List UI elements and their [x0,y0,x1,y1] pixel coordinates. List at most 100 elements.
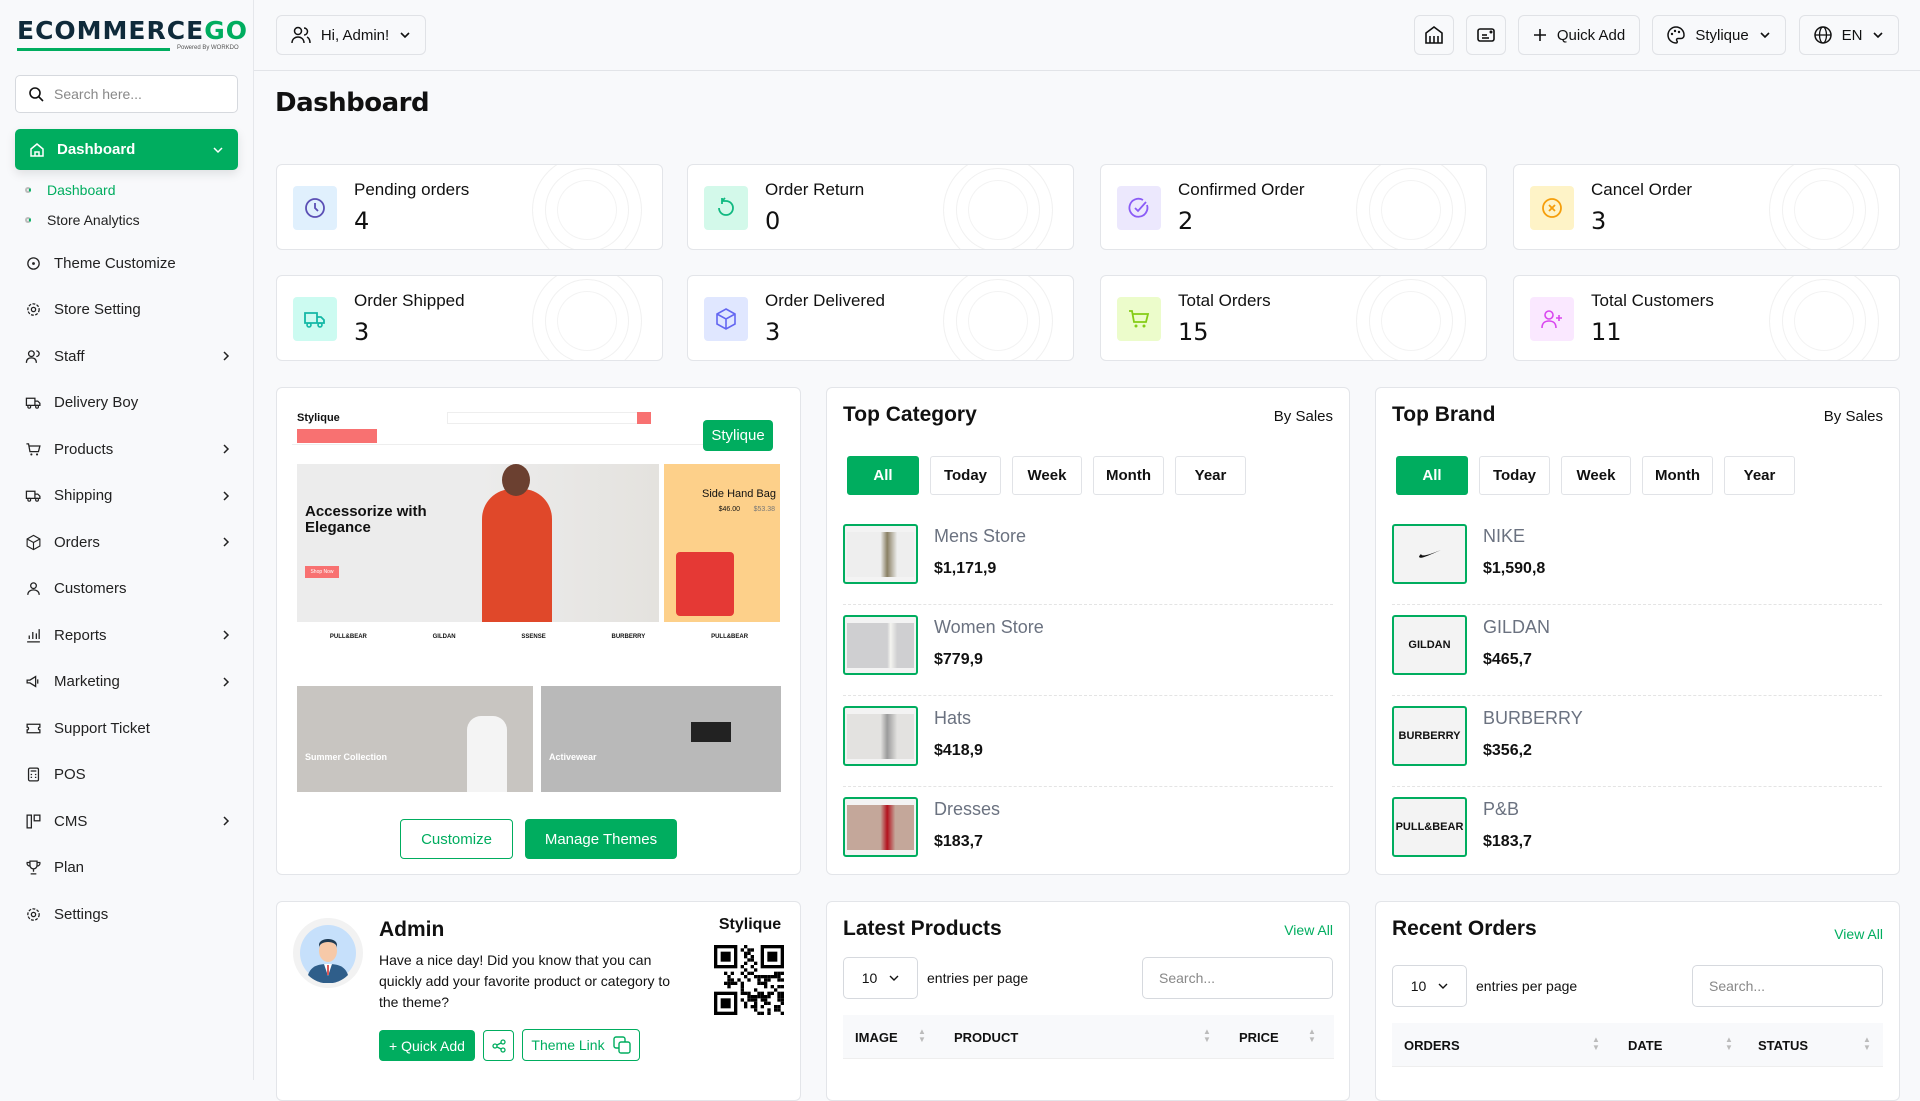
stat-card-pending-orders[interactable]: Pending orders 4 [276,164,663,250]
filter-all[interactable]: All [1396,456,1468,495]
logo[interactable]: ECOMMERCEGO Powered By WORKDO [17,16,247,56]
list-item[interactable]: BURBERRY BURBERRY $356,2 [1392,696,1882,787]
stat-card-order-delivered[interactable]: Order Delivered 3 [687,275,1074,361]
stat-card-order-shipped[interactable]: Order Shipped 3 [276,275,663,361]
sidebar-subitem-dashboard[interactable]: Dashboard [25,182,116,198]
filter-all[interactable]: All [847,456,919,495]
list-item[interactable]: NIKE $1,590,8 [1392,514,1882,605]
quick-add-button[interactable]: Quick Add [1518,15,1640,55]
list-item[interactable]: Hats $418,9 [843,696,1333,787]
sort-icon[interactable]: ▲ ▼ [1863,1035,1871,1052]
column-header[interactable]: STATUS [1758,1038,1809,1053]
sort-icon[interactable]: ▲ ▼ [1592,1035,1600,1052]
item-name: P&B [1483,799,1520,819]
category-image [847,531,914,577]
column-header[interactable]: IMAGE [855,1030,898,1045]
theme-preview-image[interactable]: Stylique Accessorize with Elegance Shop … [292,402,781,792]
stat-label: Order Return [765,180,865,199]
search-icon [29,87,44,102]
language-selector[interactable]: EN [1799,15,1899,55]
sidebar-item-settings[interactable]: Settings [25,899,230,929]
view-all-link[interactable]: View All [1834,926,1883,942]
theme-selector[interactable]: Stylique [1652,15,1786,55]
chevron-down-icon [889,975,899,981]
filter-month[interactable]: Month [1642,456,1713,495]
sort-icon[interactable]: ▲ ▼ [1725,1035,1733,1052]
stat-card-order-return[interactable]: Order Return 0 [687,164,1074,250]
filter-week[interactable]: Week [1561,456,1631,495]
filter-week[interactable]: Week [1012,456,1082,495]
sidebar-item-marketing[interactable]: Marketing [25,667,230,697]
stat-card-cancel-order[interactable]: Cancel Order 3 [1513,164,1900,250]
sidebar-item-label: Staff [54,347,85,365]
quick-add-button[interactable]: + Quick Add [379,1030,475,1061]
sidebar-item-shipping[interactable]: Shipping [25,481,230,511]
sidebar-item-orders[interactable]: Orders [25,527,230,557]
sidebar-item-cms[interactable]: CMS [25,806,230,836]
manage-themes-button[interactable]: Manage Themes [525,819,677,859]
filter-today[interactable]: Today [930,456,1001,495]
table-search-input[interactable]: Search... [1142,957,1333,999]
list-item[interactable]: Dresses $183,7 [843,787,1333,874]
entries-select[interactable]: 10 [1392,965,1467,1007]
sidebar-item-customers[interactable]: Customers [25,574,230,604]
sidebar-item-pos[interactable]: POS [25,760,230,790]
panel-title: Latest Products [843,917,1002,940]
sidebar-item-plan[interactable]: Plan [25,853,230,883]
sort-label: By Sales [1823,408,1883,425]
sidebar-item-products[interactable]: Products [25,434,230,464]
sort-icon[interactable]: ▲ ▼ [1308,1027,1316,1044]
table-search-input[interactable]: Search... [1692,965,1883,1007]
sort-icon[interactable]: ▲ ▼ [1203,1027,1211,1044]
sidebar-item-store-setting[interactable]: Store Setting [25,295,230,325]
filter-year[interactable]: Year [1175,456,1246,495]
table-header: IMAGE ▲ ▼ PRODUCT ▲ ▼ PRICE ▲ ▼ [843,1015,1334,1059]
list-item[interactable]: Mens Store $1,171,9 [843,514,1333,605]
search-placeholder: Search... [1159,970,1216,986]
sidebar-subitem-store-analytics[interactable]: Store Analytics [25,212,140,228]
theme-name-badge: Stylique [703,420,773,451]
list-item[interactable]: PULL&BEAR P&B $183,7 [1392,787,1882,874]
customize-button[interactable]: Customize [400,819,513,859]
stat-value: 3 [354,318,370,346]
column-header[interactable]: PRODUCT [954,1030,1019,1045]
sort-icon[interactable]: ▲ ▼ [918,1027,926,1044]
sidebar-item-theme-customize[interactable]: Theme Customize [25,248,230,278]
view-all-link[interactable]: View All [1284,922,1333,938]
sidebar-item-reports[interactable]: Reports [25,620,230,650]
sidebar-item-support-ticket[interactable]: Support Ticket [25,713,230,743]
list-item[interactable]: GILDAN GILDAN $465,7 [1392,605,1882,696]
column-header[interactable]: DATE [1628,1038,1663,1053]
copy-icon [612,1036,631,1054]
truck-icon [25,397,41,409]
notification-button[interactable] [1466,15,1506,55]
box-icon [26,534,41,550]
stat-label: Order Delivered [765,291,885,310]
filter-month[interactable]: Month [1093,456,1164,495]
stat-card-confirmed-order[interactable]: Confirmed Order 2 [1100,164,1487,250]
stat-card-total-orders[interactable]: Total Orders 15 [1100,275,1487,361]
column-header[interactable]: ORDERS [1404,1038,1460,1053]
sidebar-search-input[interactable]: Search here... [15,75,238,113]
sidebar-item-delivery-boy[interactable]: Delivery Boy [25,388,230,418]
sidebar-item-dashboard[interactable]: Dashboard [15,129,238,170]
visit-store-button[interactable] [1414,15,1454,55]
entries-select[interactable]: 10 [843,957,918,999]
column-header[interactable]: PRICE [1239,1030,1279,1045]
logo-text: ECOMMERCE [17,16,205,45]
qr-code[interactable] [714,945,784,1015]
sidebar-item-label: Reports [54,626,107,644]
share-button[interactable] [483,1030,514,1061]
theme-link-button[interactable]: Theme Link [522,1029,640,1061]
item-name: Dresses [934,799,1001,819]
user-menu-button[interactable]: Hi, Admin! [276,15,426,55]
filter-year[interactable]: Year [1724,456,1795,495]
item-price: $465,7 [1483,651,1532,668]
list-item[interactable]: Women Store $779,9 [843,605,1333,696]
filter-today[interactable]: Today [1479,456,1550,495]
preview-tile-title: Activewear [549,752,597,762]
sidebar-item-staff[interactable]: Staff [25,341,230,371]
stat-card-total-customers[interactable]: Total Customers 11 [1513,275,1900,361]
box-icon [716,308,736,330]
bullet-icon [25,217,31,223]
